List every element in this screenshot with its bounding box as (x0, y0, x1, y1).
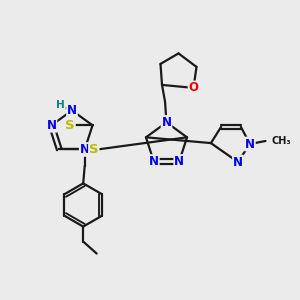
Text: S: S (65, 119, 75, 132)
Text: N: N (46, 119, 56, 132)
Text: CH₃: CH₃ (272, 136, 291, 146)
Text: N: N (161, 116, 172, 129)
Text: S: S (89, 143, 99, 156)
Text: H: H (56, 100, 65, 110)
Text: N: N (149, 155, 159, 168)
Text: O: O (188, 81, 199, 94)
Text: N: N (174, 155, 184, 168)
Text: N: N (80, 143, 90, 156)
Text: N: N (67, 104, 77, 117)
Text: N: N (245, 137, 255, 151)
Text: N: N (233, 155, 243, 169)
